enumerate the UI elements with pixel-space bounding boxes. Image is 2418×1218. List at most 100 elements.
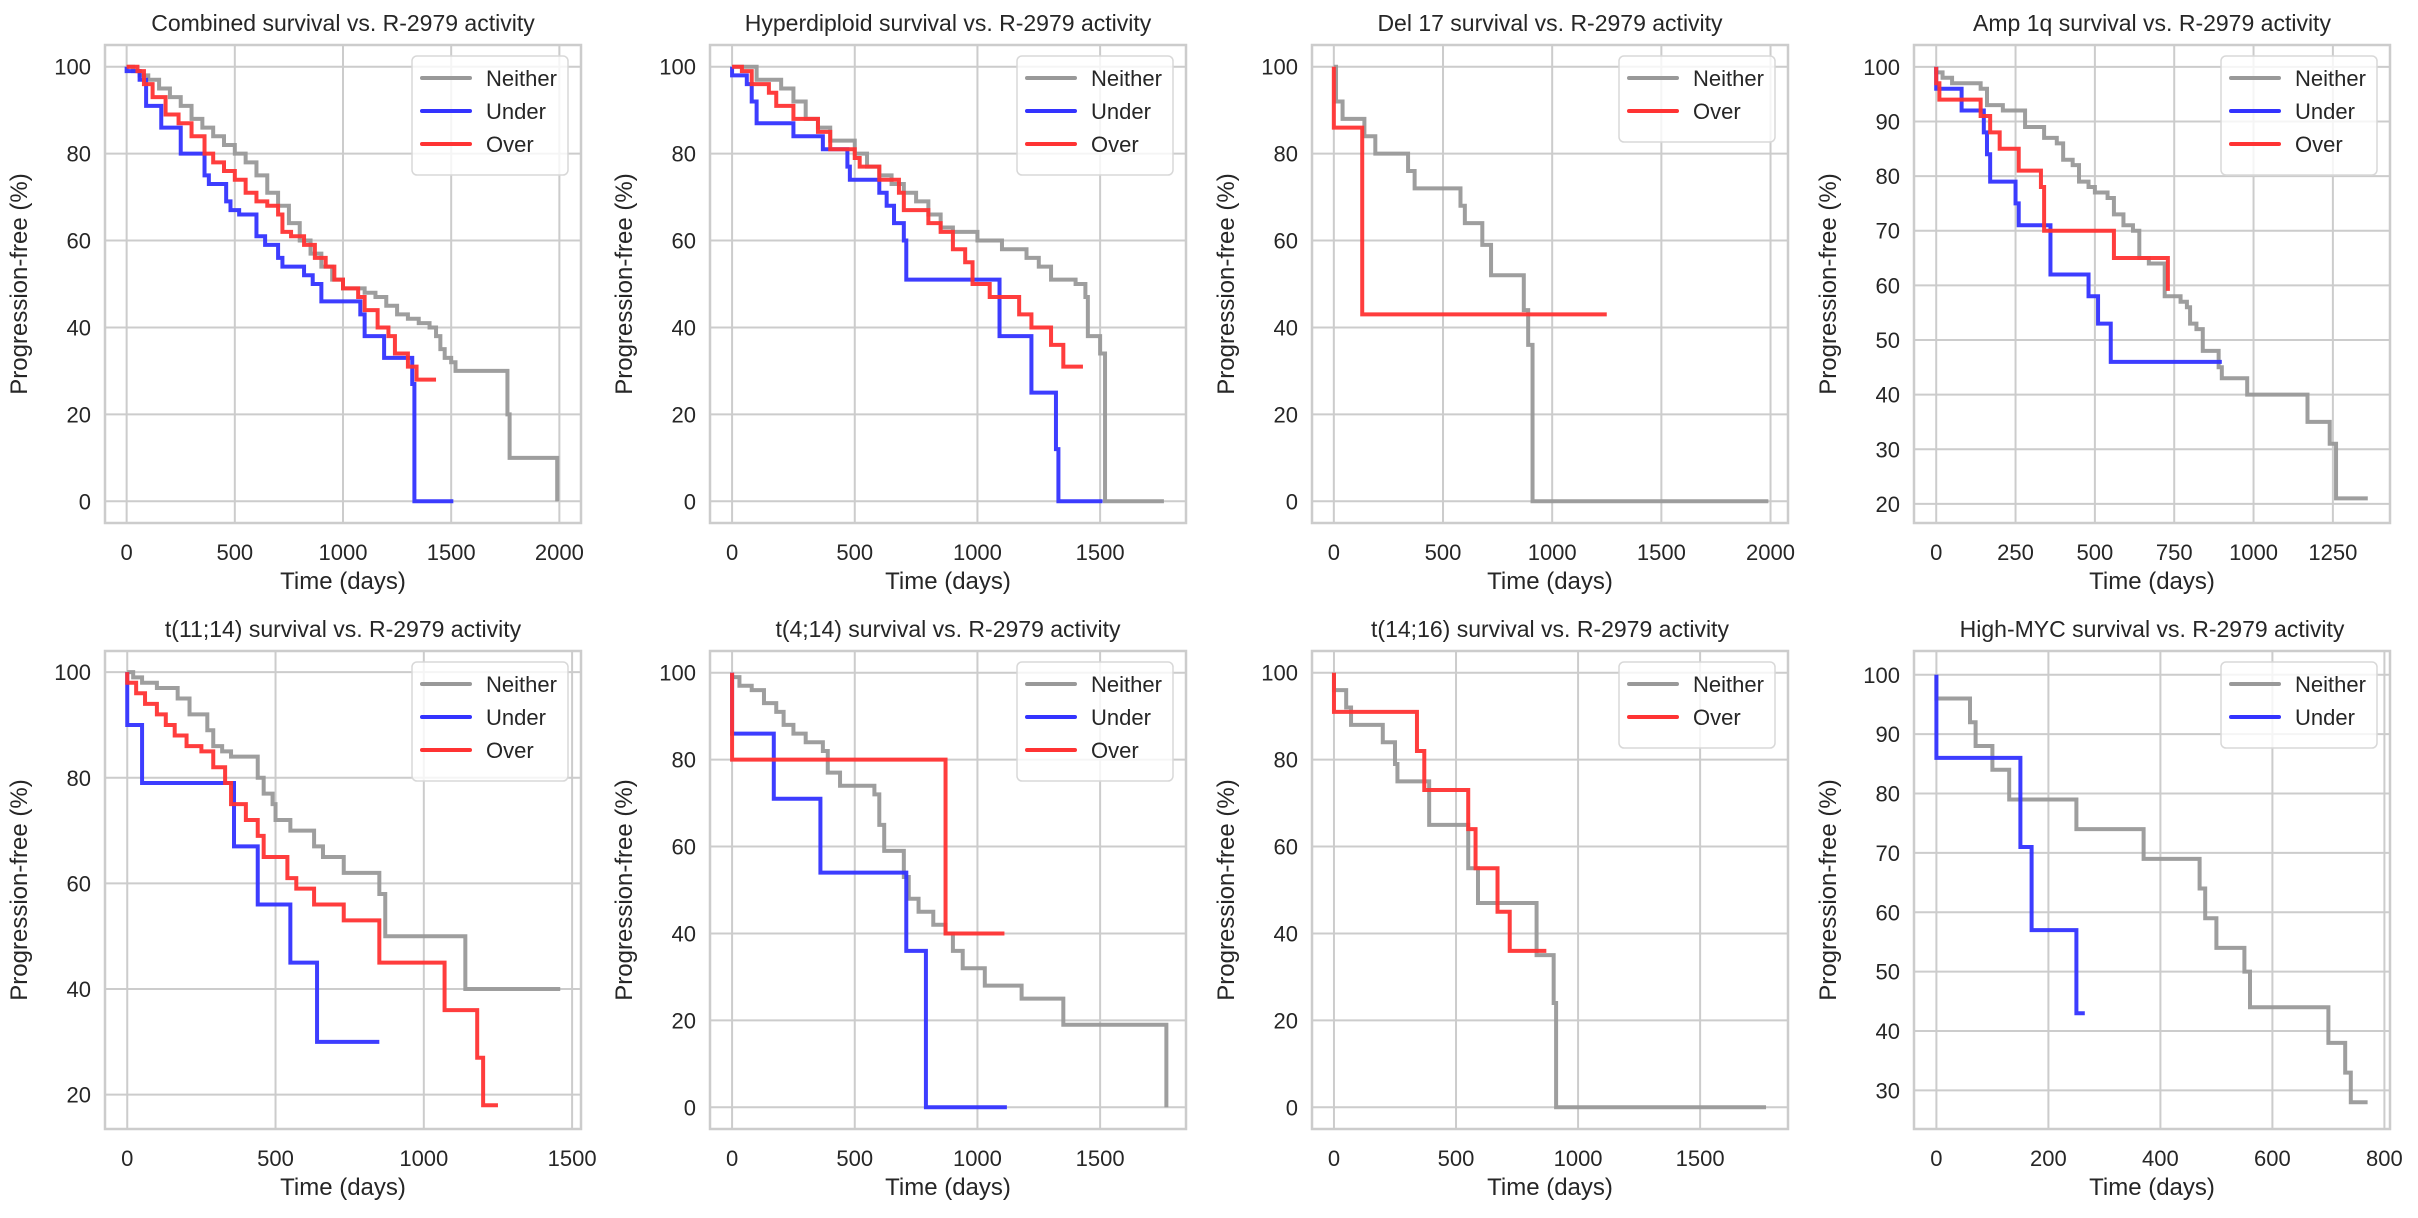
series-line-neither bbox=[127, 670, 561, 992]
axes-frame bbox=[1310, 649, 1790, 1131]
x-tick-label: 500 bbox=[836, 540, 873, 565]
y-tick-label: 80 bbox=[672, 748, 696, 773]
legend-label: Neither bbox=[486, 66, 557, 91]
legend-item-under: Under bbox=[420, 705, 546, 730]
chart-title: t(11;14) survival vs. R-2979 activity bbox=[165, 616, 522, 642]
legend-label: Over bbox=[1693, 705, 1741, 730]
y-tick-label: 100 bbox=[1261, 661, 1298, 686]
series-line-under bbox=[125, 672, 380, 1044]
chart-title: t(14;16) survival vs. R-2979 activity bbox=[1371, 616, 1729, 642]
x-tick-label: 400 bbox=[2142, 1146, 2179, 1171]
legend: Neither Under Over bbox=[411, 55, 569, 176]
legend: Neither Under bbox=[2220, 661, 2378, 749]
y-tick-label: 100 bbox=[1261, 55, 1298, 80]
legend-item-over: Over bbox=[420, 738, 534, 763]
chart-title: Hyperdiploid survival vs. R-2979 activit… bbox=[745, 10, 1152, 36]
y-tick-label: 40 bbox=[1274, 315, 1298, 340]
y-axis-label: Progression-free (%) bbox=[1815, 779, 1842, 1000]
y-tick-label: 70 bbox=[1876, 841, 1900, 866]
chart-title: Combined survival vs. R-2979 activity bbox=[151, 10, 535, 36]
x-axis-label: Time (days) bbox=[1487, 1174, 1613, 1201]
y-tick-label: 40 bbox=[1876, 1019, 1900, 1044]
legend-item-over: Over bbox=[420, 132, 534, 157]
x-tick-label: 1000 bbox=[953, 540, 1002, 565]
series-line-under bbox=[730, 672, 1007, 1110]
series-line-over bbox=[730, 672, 1005, 936]
x-axis-label: Time (days) bbox=[280, 1174, 406, 1201]
x-axis-label: Time (days) bbox=[2089, 568, 2215, 595]
y-tick-label: 60 bbox=[1274, 229, 1298, 254]
series-line-over bbox=[126, 64, 437, 382]
y-tick-label: 50 bbox=[1876, 960, 1900, 985]
axes-frame bbox=[1912, 649, 2392, 1131]
y-tick-label: 100 bbox=[54, 660, 91, 685]
legend-item-over: Over bbox=[1627, 99, 1741, 124]
y-tick-label: 20 bbox=[1274, 1008, 1298, 1033]
y-tick-label: 100 bbox=[659, 661, 696, 686]
x-tick-label: 500 bbox=[257, 1146, 294, 1171]
y-tick-label: 50 bbox=[1876, 328, 1900, 353]
legend-item-neither: Neither bbox=[1627, 66, 1764, 91]
legend-label: Neither bbox=[1693, 672, 1764, 697]
x-axis-label: Time (days) bbox=[885, 568, 1011, 595]
series-line-under bbox=[730, 66, 1103, 504]
y-tick-label: 80 bbox=[1274, 748, 1298, 773]
legend-label: Under bbox=[486, 99, 546, 124]
x-tick-label: 500 bbox=[836, 1146, 873, 1171]
legend-label: Neither bbox=[2295, 672, 2366, 697]
chart-panel-7: t(14;16) survival vs. R-2979 activity 0 50… bbox=[1213, 616, 1790, 1201]
legend: Neither Over bbox=[1618, 661, 1776, 749]
series-line-over bbox=[732, 64, 1083, 369]
legend-label: Over bbox=[486, 132, 534, 157]
chart-panel-1: Combined survival vs. R-2979 activity 0 50… bbox=[6, 10, 584, 595]
y-tick-label: 90 bbox=[1876, 109, 1900, 134]
y-tick-label: 100 bbox=[659, 55, 696, 80]
legend-item-neither: Neither bbox=[1025, 66, 1162, 91]
y-tick-label: 40 bbox=[672, 921, 696, 946]
legend-item-neither: Neither bbox=[1025, 672, 1162, 697]
series-line-neither bbox=[1331, 672, 1767, 1110]
y-tick-label: 80 bbox=[67, 766, 91, 791]
chart-panel-8: High-MYC survival vs. R-2979 activity 0 20… bbox=[1815, 616, 2403, 1201]
legend: Neither Over bbox=[1618, 55, 1776, 143]
legend: Neither Under Over bbox=[1016, 55, 1174, 176]
x-tick-label: 1500 bbox=[1676, 1146, 1725, 1171]
y-tick-label: 100 bbox=[54, 55, 91, 80]
legend-item-neither: Neither bbox=[2229, 66, 2366, 91]
y-tick-label: 80 bbox=[1876, 782, 1900, 807]
x-tick-label: 0 bbox=[1328, 540, 1340, 565]
x-tick-label: 1500 bbox=[1637, 540, 1686, 565]
chart-title: t(4;14) survival vs. R-2979 activity bbox=[775, 616, 1121, 642]
x-tick-label: 500 bbox=[2077, 540, 2114, 565]
x-tick-label: 600 bbox=[2254, 1146, 2291, 1171]
y-tick-label: 80 bbox=[67, 142, 91, 167]
y-tick-label: 30 bbox=[1876, 1078, 1900, 1103]
axes-frame bbox=[1310, 43, 1790, 525]
y-tick-label: 0 bbox=[79, 489, 91, 514]
y-tick-label: 20 bbox=[67, 402, 91, 427]
legend-label: Neither bbox=[1091, 672, 1162, 697]
chart-title: High-MYC survival vs. R-2979 activity bbox=[1960, 616, 2345, 642]
x-tick-label: 0 bbox=[1328, 1146, 1340, 1171]
x-tick-label: 0 bbox=[1930, 1146, 1942, 1171]
axes-frame bbox=[708, 649, 1188, 1131]
x-tick-label: 750 bbox=[2156, 540, 2193, 565]
x-tick-label: 2000 bbox=[535, 540, 584, 565]
series-line-over bbox=[1331, 672, 1547, 953]
y-tick-label: 60 bbox=[67, 871, 91, 896]
series-line-over bbox=[1934, 66, 2170, 291]
y-tick-label: 20 bbox=[672, 402, 696, 427]
series-line-neither bbox=[730, 672, 1169, 1108]
x-tick-label: 2000 bbox=[1746, 540, 1795, 565]
x-tick-label: 500 bbox=[1438, 1146, 1475, 1171]
x-tick-label: 1000 bbox=[399, 1146, 448, 1171]
legend-item-under: Under bbox=[420, 99, 546, 124]
x-tick-label: 0 bbox=[726, 1146, 738, 1171]
axes-frame bbox=[708, 43, 1188, 525]
x-tick-label: 250 bbox=[1997, 540, 2034, 565]
legend-label: Neither bbox=[486, 672, 557, 697]
x-tick-label: 1000 bbox=[1528, 540, 1577, 565]
y-tick-label: 40 bbox=[67, 977, 91, 1002]
legend: Neither Under Over bbox=[411, 661, 569, 782]
